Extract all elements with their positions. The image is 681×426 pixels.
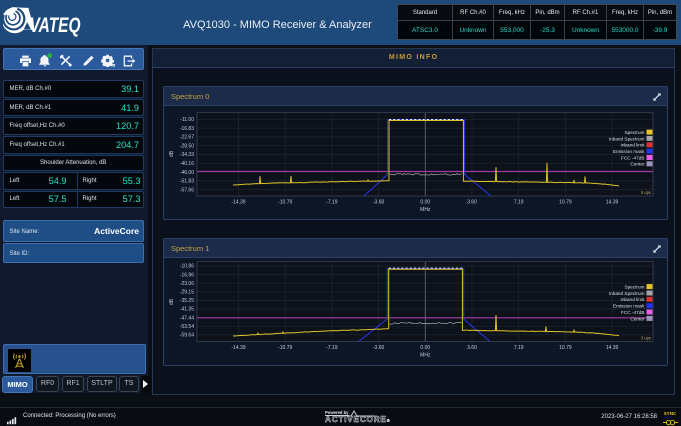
svg-text:Emission mask: Emission mask xyxy=(613,304,645,309)
svg-text:-29.15: -29.15 xyxy=(180,290,194,296)
svg-text:-41.35: -41.35 xyxy=(180,307,194,313)
svg-text:-10.86: -10.86 xyxy=(180,264,194,270)
svg-text:-11.00: -11.00 xyxy=(180,117,194,123)
svg-text:VATEQ: VATEQ xyxy=(30,14,81,37)
svg-text:-46.00: -46.00 xyxy=(180,170,194,176)
svg-text:0.00: 0.00 xyxy=(420,200,430,206)
svg-text:-14.39: -14.39 xyxy=(231,345,245,351)
svg-text:-47.44: -47.44 xyxy=(180,315,194,321)
svg-text:-23.06: -23.06 xyxy=(180,281,194,287)
svg-text:Inband Spectrum: Inband Spectrum xyxy=(609,291,645,296)
svg-text:-22.67: -22.67 xyxy=(180,135,194,141)
svg-text:Spectrum: Spectrum xyxy=(624,130,644,135)
svg-text:7.19: 7.19 xyxy=(514,345,524,351)
svg-text:-59.64: -59.64 xyxy=(180,333,194,339)
svg-text:3.60: 3.60 xyxy=(467,200,477,206)
svg-text:dB: dB xyxy=(169,150,175,157)
svg-text:dB: dB xyxy=(169,298,175,305)
svg-text:MHz: MHz xyxy=(420,207,431,213)
svg-text:Inband limit: Inband limit xyxy=(621,143,646,148)
svg-text:10.79: 10.79 xyxy=(559,200,572,206)
svg-text:-34.33: -34.33 xyxy=(180,152,194,158)
svg-text:-28.50: -28.50 xyxy=(180,143,194,149)
svg-text:14.39: 14.39 xyxy=(606,200,619,206)
svg-text:Emission mask: Emission mask xyxy=(613,149,645,154)
svg-text:0.00: 0.00 xyxy=(420,345,430,351)
svg-text:Inband Spectrum: Inband Spectrum xyxy=(609,136,645,141)
svg-text:-3.60: -3.60 xyxy=(373,345,385,351)
svg-text:MHz: MHz xyxy=(420,353,431,359)
svg-text:10.79: 10.79 xyxy=(559,345,572,351)
svg-text:-53.54: -53.54 xyxy=(180,324,194,330)
svg-text:3 ups: 3 ups xyxy=(641,335,651,340)
svg-text:-14.39: -14.39 xyxy=(231,200,245,206)
svg-text:FCC -47dB: FCC -47dB xyxy=(621,155,644,160)
svg-text:-10.79: -10.79 xyxy=(278,200,292,206)
svg-text:-57.66: -57.66 xyxy=(180,187,194,193)
svg-text:-51.83: -51.83 xyxy=(180,179,194,185)
svg-text:5 ups: 5 ups xyxy=(641,190,651,195)
svg-text:Center: Center xyxy=(630,316,645,321)
svg-text:7.19: 7.19 xyxy=(514,200,524,206)
svg-text:Spectrum: Spectrum xyxy=(624,285,644,290)
svg-text:-7.19: -7.19 xyxy=(326,345,338,351)
svg-text:3.60: 3.60 xyxy=(467,345,477,351)
svg-text:FCC -47dB: FCC -47dB xyxy=(621,310,644,315)
svg-text:-40.16: -40.16 xyxy=(180,161,194,167)
svg-text:Inband limit: Inband limit xyxy=(621,297,646,302)
svg-text:Center: Center xyxy=(630,162,645,167)
svg-text:-7.19: -7.19 xyxy=(326,200,338,206)
svg-text:-35.25: -35.25 xyxy=(180,298,194,304)
svg-text:14.39: 14.39 xyxy=(606,345,619,351)
svg-text:-10.79: -10.79 xyxy=(278,345,292,351)
svg-text:-3.60: -3.60 xyxy=(373,200,385,206)
svg-text:-16.83: -16.83 xyxy=(180,126,194,132)
svg-text:-16.96: -16.96 xyxy=(180,272,194,278)
